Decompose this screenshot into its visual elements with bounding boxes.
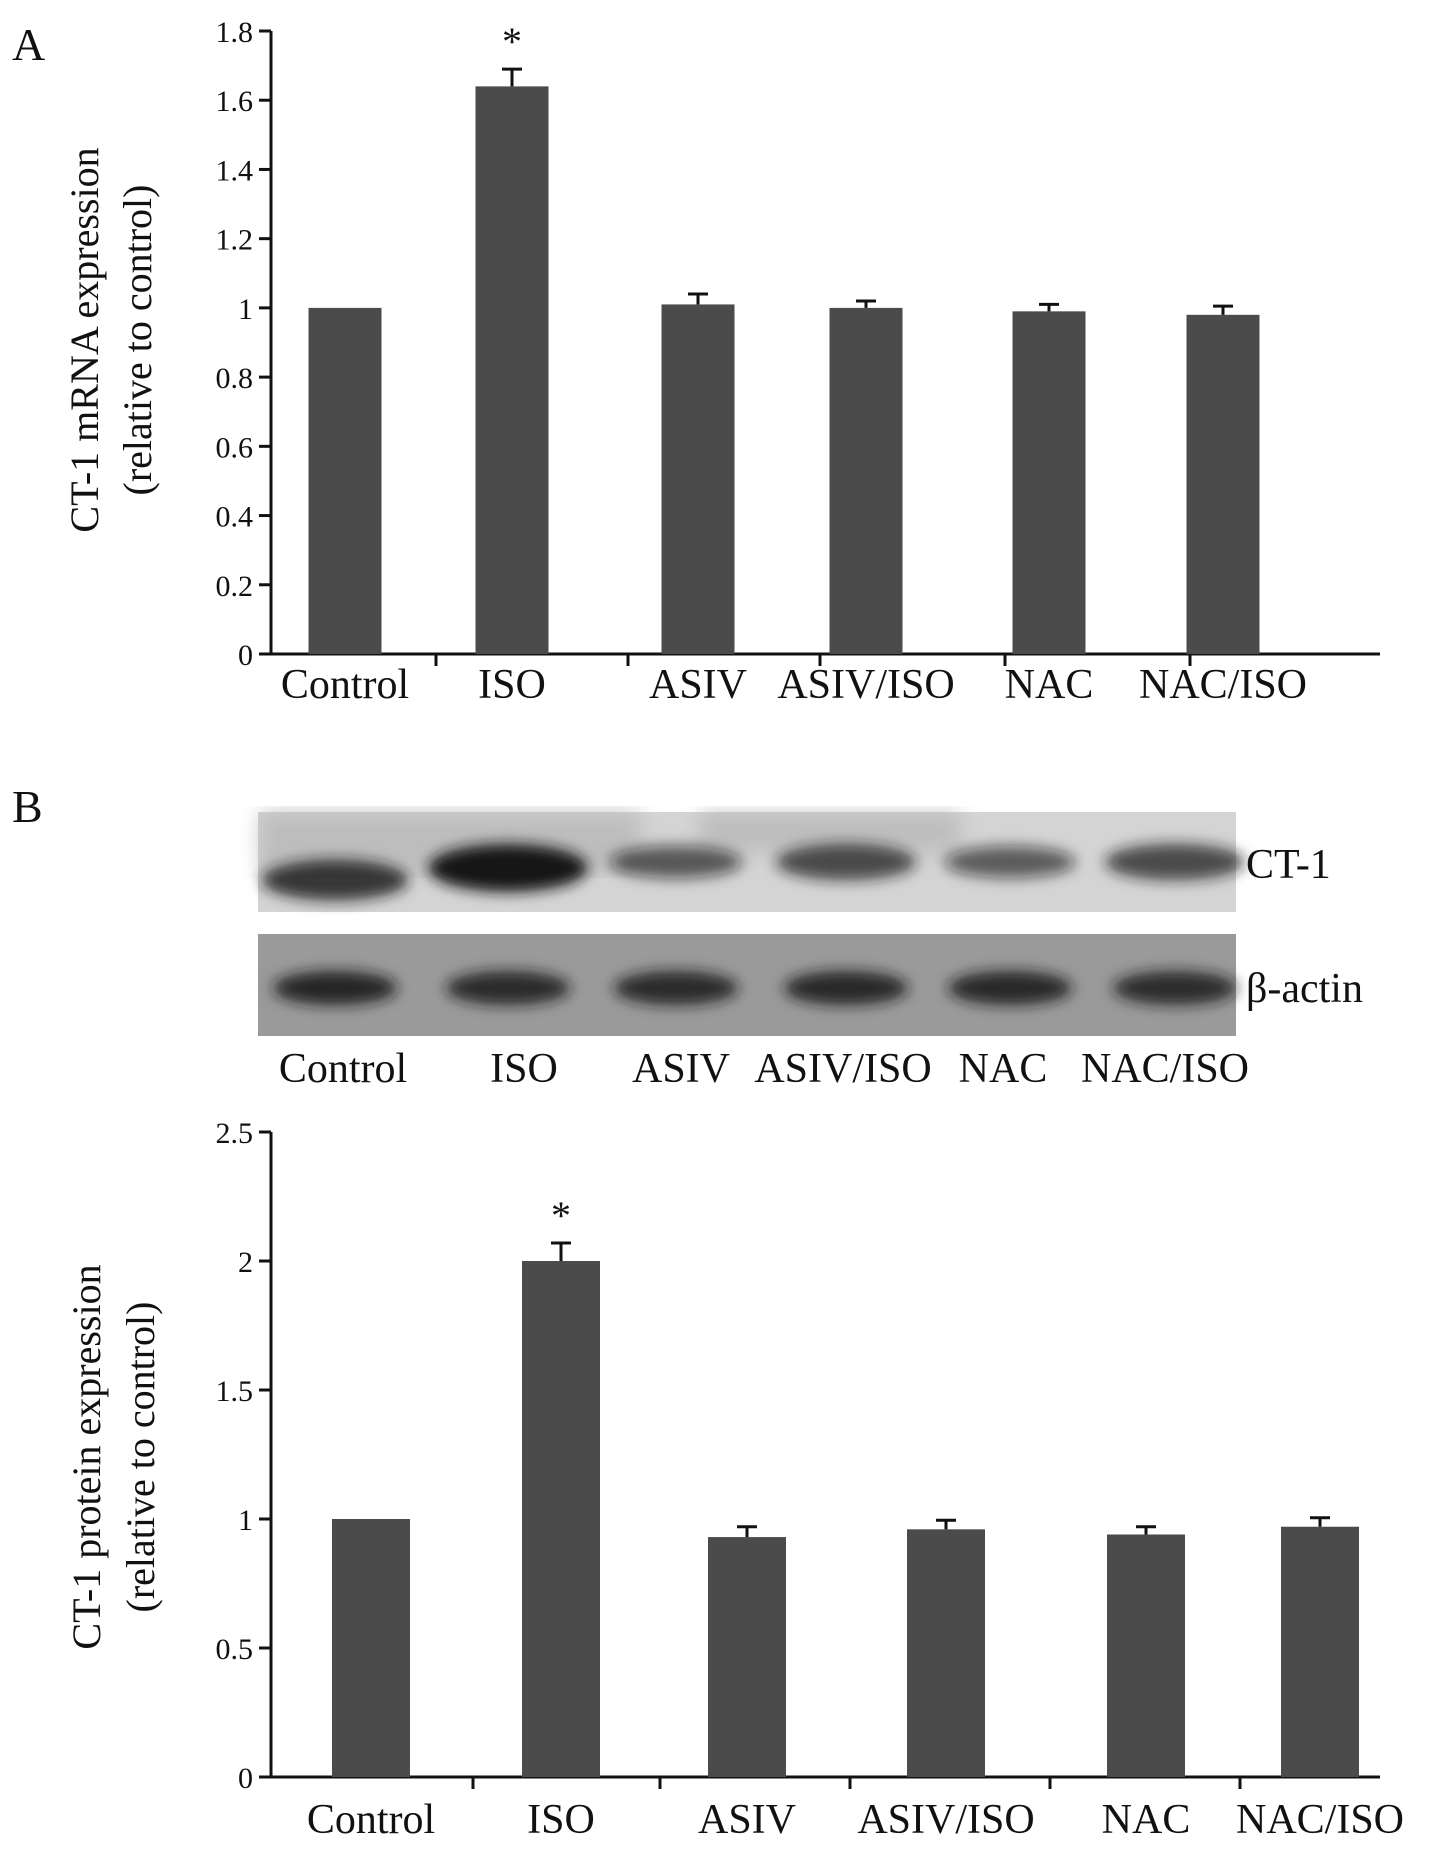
chart-a-category-label-nac-iso: NAC/ISO — [1139, 662, 1307, 708]
chart-b-category-label-nac: NAC — [1102, 1797, 1191, 1843]
chart-b-bar-nac-iso — [1281, 1526, 1359, 1777]
chart-a-bar-nac — [1012, 311, 1086, 654]
panel-b-label: B — [12, 781, 43, 832]
blot-ct1-band-control — [261, 859, 409, 901]
chart-a-category-label-asiv-iso: ASIV/ISO — [777, 662, 954, 708]
chart-b-y-axis-label-sub: (relative to control) — [118, 1302, 163, 1613]
chart-a-y-tick-label: 0 — [238, 639, 253, 672]
blot-lane-label-control: Control — [279, 1046, 407, 1092]
chart-a-y-tick-label: 1.4 — [216, 154, 254, 187]
blot-ct1-band-nac — [944, 846, 1076, 878]
blot-actin-band-asiv — [614, 971, 738, 1005]
chart-a-category-label-asiv: ASIV — [649, 662, 747, 708]
chart-a-y-tick-label: 1.2 — [216, 224, 254, 257]
chart-a-y-axis-label-sub: (relative to control) — [115, 185, 160, 496]
blot-ct1-band-asiv-iso — [776, 843, 916, 881]
chart-a-y-tick-label: 0.6 — [216, 431, 254, 464]
chart-a-category-label-control: Control — [281, 662, 409, 708]
chart-a-y-tick-label: 1.6 — [216, 85, 254, 118]
blot-actin-band-iso — [446, 971, 570, 1005]
chart-b-y-tick-label: 0 — [238, 1762, 253, 1795]
chart-b-category-label-nac-iso: NAC/ISO — [1236, 1797, 1404, 1843]
chart-a-bar-asiv — [661, 304, 735, 654]
blot-lane-label-nac-iso: NAC/ISO — [1081, 1046, 1249, 1092]
panel-a-label: A — [12, 19, 45, 70]
chart-b-significance-iso: * — [551, 1193, 571, 1238]
western-blot: CT-1 β-actin Control ISO ASIV ASIV/ISO N… — [258, 812, 1363, 1092]
blot-actin-band-nac-iso — [1113, 971, 1237, 1005]
blot-actin-bands — [273, 971, 1237, 1005]
blot-lane-labels: Control ISO ASIV ASIV/ISO NAC NAC/ISO — [279, 1046, 1249, 1092]
blot-actin-band-control — [273, 971, 397, 1005]
blot-ct1-band-asiv — [609, 845, 743, 879]
chart-a-bar-control — [308, 307, 382, 654]
chart-a-mrna: 0 0.2 0.4 0.6 0.8 1 1.2 1.4 1.6 1.8 Control * ISO ASI… — [62, 16, 1380, 708]
chart-a-bar-asiv-iso — [829, 307, 903, 654]
chart-a-y-tick-label: 0.2 — [216, 570, 254, 603]
chart-b-category-label-asiv-iso: ASIV/ISO — [857, 1797, 1034, 1843]
chart-b-y-axis-label: CT-1 protein expression — [64, 1264, 109, 1649]
chart-b-y-tick-label: 1.5 — [216, 1375, 254, 1408]
blot-ct1-band-nac-iso — [1105, 843, 1245, 881]
chart-b-bar-asiv — [708, 1537, 786, 1777]
chart-b-y-tick-label: 1 — [238, 1504, 253, 1537]
chart-a-y-tick-label: 0.8 — [216, 362, 254, 395]
chart-a-category-label-iso: ISO — [478, 662, 546, 708]
chart-a-y-tick-label: 1.8 — [216, 16, 254, 49]
chart-b-y-tick-label: 2 — [238, 1246, 253, 1279]
blot-lane-label-iso: ISO — [490, 1046, 558, 1092]
chart-b-y-tick-label: 0.5 — [216, 1633, 254, 1666]
chart-a-y-tick-label: 0.4 — [216, 501, 254, 534]
chart-b-protein: 0 0.5 1 1.5 2 2.5 Control * ISO ASIV ASIV/ISO NAC NA… — [64, 1117, 1404, 1843]
chart-b-category-label-control: Control — [307, 1797, 435, 1843]
blot-actin-band-asiv-iso — [784, 971, 908, 1005]
chart-a-significance-iso: * — [502, 19, 522, 64]
chart-b-bar-nac — [1107, 1534, 1185, 1777]
blot-actin-background — [258, 934, 1236, 1036]
blot-row-label-ct1: CT-1 — [1246, 842, 1331, 888]
blot-ct1-band-iso — [428, 844, 588, 892]
chart-a-y-axis-label: CT-1 mRNA expression — [62, 147, 107, 532]
blot-actin-band-nac — [948, 971, 1072, 1005]
chart-b-category-label-asiv: ASIV — [698, 1797, 796, 1843]
chart-a-bar-iso — [475, 86, 549, 654]
blot-row-label-beta-actin: β-actin — [1246, 966, 1363, 1012]
chart-a-y-tick-label: 1 — [238, 293, 253, 326]
chart-a-bar-nac-iso — [1186, 314, 1260, 654]
blot-ct1-bands — [261, 843, 1245, 901]
blot-lane-label-nac: NAC — [959, 1046, 1048, 1092]
blot-lane-label-asiv-iso: ASIV/ISO — [754, 1046, 931, 1092]
chart-a-category-label-nac: NAC — [1005, 662, 1094, 708]
blot-lane-label-asiv: ASIV — [632, 1046, 730, 1092]
chart-b-bar-iso — [522, 1261, 600, 1777]
chart-b-y-tick-label: 2.5 — [216, 1117, 254, 1150]
chart-b-category-label-iso: ISO — [527, 1797, 595, 1843]
chart-b-bar-control — [332, 1519, 410, 1777]
chart-b-bar-asiv-iso — [907, 1529, 985, 1777]
